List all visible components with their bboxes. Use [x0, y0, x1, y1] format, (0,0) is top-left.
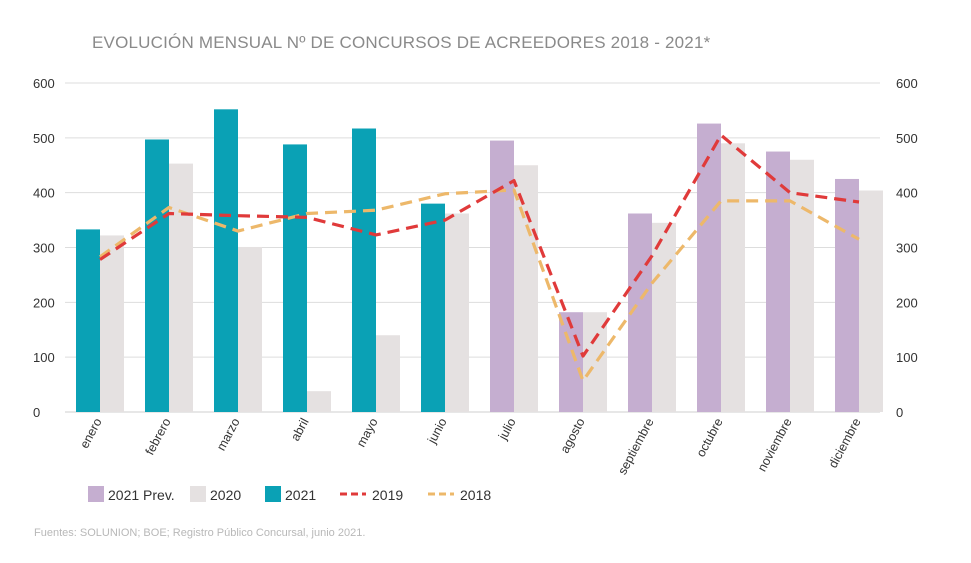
- x-tick-label: septiembre: [615, 416, 656, 477]
- bar-2020: [238, 246, 262, 412]
- x-tick-label: marzo: [214, 416, 243, 453]
- bar-2020: [376, 335, 400, 412]
- x-tick-label: diciembre: [826, 416, 864, 470]
- y-tick-label-left: 100: [33, 350, 55, 365]
- bar-2020: [514, 165, 538, 412]
- bar-2021: [76, 229, 100, 412]
- bar-2020: [652, 222, 676, 412]
- y-tick-label-left: 500: [33, 131, 55, 146]
- y-tick-label-left: 0: [33, 405, 40, 420]
- bar-2020: [445, 213, 469, 412]
- legend-label: 2021: [285, 487, 316, 503]
- y-tick-label-left: 600: [33, 76, 55, 91]
- x-tick-label: junio: [424, 416, 449, 447]
- x-tick-label: julio: [495, 416, 518, 443]
- bar-2021-prev: [697, 123, 721, 413]
- y-tick-label-right: 500: [896, 131, 918, 146]
- x-tick-label: febrero: [143, 416, 174, 458]
- bar-2020: [859, 190, 883, 412]
- y-tick-label-right: 100: [896, 350, 918, 365]
- bar-2021: [214, 109, 238, 412]
- y-tick-label-right: 300: [896, 241, 918, 256]
- y-tick-label-right: 400: [896, 186, 918, 201]
- bar-2021: [352, 128, 376, 413]
- legend-label: 2021 Prev.: [108, 487, 175, 503]
- bar-2021-prev: [766, 151, 790, 412]
- x-tick-label: enero: [77, 416, 104, 451]
- x-tick-label: noviembre: [755, 416, 795, 474]
- bar-2021: [283, 144, 307, 412]
- y-tick-label-right: 200: [896, 295, 918, 310]
- y-tick-label-right: 600: [896, 76, 918, 91]
- x-tick-label: mayo: [354, 416, 381, 450]
- bar-2021: [421, 203, 445, 412]
- y-tick-label-left: 200: [33, 295, 55, 310]
- x-tick-label: agosto: [558, 416, 588, 456]
- bar-2020: [721, 143, 745, 413]
- legend-swatch: [190, 486, 206, 502]
- bar-2021-prev: [559, 312, 583, 412]
- source-note: Fuentes: SOLUNION; BOE; Registro Público…: [34, 527, 366, 539]
- y-tick-label-left: 300: [33, 241, 55, 256]
- bar-2020: [169, 163, 193, 412]
- legend-label: 2020: [210, 487, 241, 503]
- bar-2021: [145, 139, 169, 412]
- bar-2020: [790, 159, 814, 412]
- y-tick-label-right: 0: [896, 405, 903, 420]
- bar-2020: [100, 235, 124, 412]
- legend-label: 2018: [460, 487, 491, 503]
- legend-swatch: [265, 486, 281, 502]
- line-series-2018: [99, 188, 860, 383]
- legend-label: 2019: [372, 487, 403, 503]
- x-tick-label: octubre: [694, 416, 726, 459]
- x-tick-label: abril: [288, 416, 311, 443]
- bar-2020: [307, 391, 331, 412]
- line-series-2019: [99, 133, 860, 358]
- bar-2020: [583, 312, 607, 412]
- chart-title: EVOLUCIÓN MENSUAL Nº DE CONCURSOS DE ACR…: [92, 33, 711, 52]
- y-tick-label-left: 400: [33, 186, 55, 201]
- legend-swatch: [88, 486, 104, 502]
- bar-2021-prev: [835, 178, 859, 412]
